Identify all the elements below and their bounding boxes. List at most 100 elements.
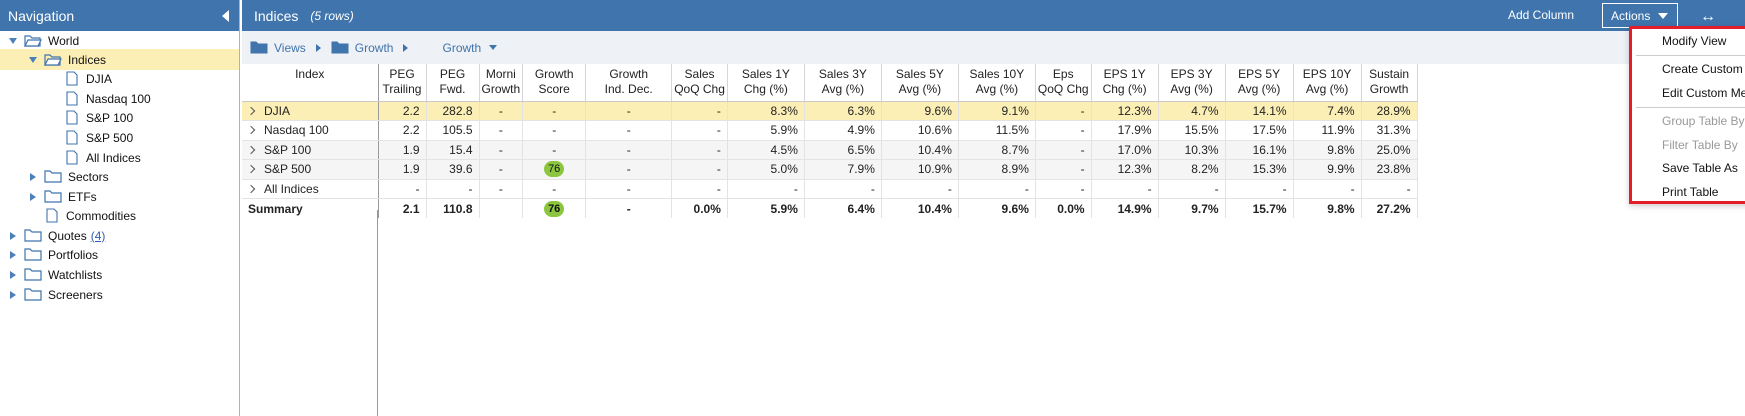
expand-toggle-icon[interactable] [8,231,18,241]
expand-toggle-icon[interactable] [28,55,38,65]
column-header[interactable]: Sales 10Y Avg (%) [958,64,1036,102]
tree-label: Sectors [68,169,109,184]
table-cell: - [378,179,427,199]
tree-item-etfs[interactable]: ETFs [28,186,97,207]
table-cell: 9.9% [1293,159,1362,180]
column-header[interactable]: Sustain Growth [1361,64,1418,102]
table-cell [479,198,524,218]
expand-toggle-icon[interactable] [8,250,18,260]
actions-button[interactable]: Actions [1602,3,1678,28]
add-column-button[interactable]: Add Column [1508,8,1575,22]
column-header-line: EPS 10Y [1302,67,1352,82]
tree-label: Nasdaq 100 [86,91,151,106]
table-cell: 17.5% [1225,120,1294,141]
column-header[interactable]: PEG Fwd. [426,64,480,102]
tree-item-sp-500[interactable]: S&P 500 [62,127,133,148]
expand-row-icon[interactable] [246,126,256,135]
chevron-right-icon [403,43,409,52]
column-header[interactable]: PEG Trailing [378,64,427,102]
expand-toggle-icon[interactable] [28,192,38,202]
column-header-line: Growth [534,67,574,82]
table-cell: 1.9 [378,159,427,180]
column-header-line: Sustain [1369,67,1410,82]
table-cell: 6.5% [804,140,882,160]
menu-item-label: Modify View [1662,33,1727,48]
breadcrumb-views[interactable]: Views [274,40,306,55]
collapse-left-icon[interactable] [222,10,229,22]
tree-item-commodities[interactable]: Commodities [42,205,136,226]
index-name: Summary [248,201,303,216]
expand-row-icon[interactable] [246,106,256,115]
column-header[interactable]: EPS 1Y Chg (%) [1091,64,1159,102]
expand-toggle-icon[interactable] [8,36,18,46]
table-row[interactable]: All Indices - - - - - - - - - - - - - - - - [242,179,1418,199]
expand-row-icon[interactable] [246,165,256,174]
quotes-count-link[interactable]: (4) [90,228,106,243]
table-row[interactable]: Nasdaq 100 2.2 105.5- - - -5.9% 4.9% 10.6% 11.5%… [242,120,1418,141]
column-header-line: Ind. Dec. [604,82,653,97]
tree-item-portfolios[interactable]: Portfolios [8,244,98,265]
menu-item-save-table-as[interactable]: Save Table As [1632,157,1745,181]
column-header[interactable]: Index [242,64,379,102]
breadcrumb-growth-view[interactable]: Growth [442,40,482,55]
breadcrumb-growth-folder[interactable]: Growth [354,40,394,55]
column-header[interactable]: Sales 5Y Avg (%) [881,64,959,102]
document-icon [66,90,80,107]
table-cell: - [426,179,480,199]
tree-item-indices[interactable]: Indices [0,49,239,70]
table-cell: - [585,159,673,180]
table-cell: 23.8% [1361,159,1418,180]
table-cell: 17.0% [1091,140,1159,160]
column-header[interactable]: Sales 3Y Avg (%) [804,64,882,102]
actions-label: Actions [1611,8,1651,23]
tree-item-all-indices[interactable]: All Indices [62,147,141,168]
tree-label: World [48,33,80,48]
column-header[interactable]: Growth Score [522,64,587,102]
tree-item-sectors[interactable]: Sectors [28,166,109,187]
menu-item-print-table[interactable]: Print Table [1632,180,1745,204]
table-row[interactable]: S&P 500 1.9 39.6-76- -5.0% 7.9% 10.9% 8.9% -12.… [242,159,1418,180]
data-table-container: Index PEG Trailing PEG Fwd. Morni Growth Growth… [242,64,1745,416]
table-cell: 27.2% [1361,198,1418,218]
table-cell: - [804,179,882,199]
tree-item-sp-100[interactable]: S&P 100 [62,107,133,128]
tree-item-djia[interactable]: DJIA [62,68,112,89]
expand-toggle-icon[interactable] [8,270,18,280]
tree-item-quotes[interactable]: Quotes (4) [8,225,105,246]
menu-item-edit-custom-metric[interactable]: Edit Custom Metric [1632,81,1745,105]
tree-label: Commodities [66,208,137,223]
tree-item-screeners[interactable]: Screeners [8,284,103,305]
column-header-line: Sales [684,67,715,82]
column-header[interactable]: Eps QoQ Chg [1035,64,1092,102]
table-cell: 10.4% [881,198,959,218]
expand-toggle-icon[interactable] [8,290,18,300]
column-header[interactable]: EPS 5Y Avg (%) [1225,64,1294,102]
expand-row-icon[interactable] [246,184,256,193]
column-header[interactable]: Morni Growth [479,64,524,102]
table-cell: - [479,179,524,199]
folder-open-icon [44,53,62,66]
table-row[interactable]: DJIA 2.2 282.8- - - -8.3% 6.3% 9.6% 9.1% -12.3% 4.… [242,101,1418,121]
tree-item-nasdaq-100[interactable]: Nasdaq 100 [62,88,151,109]
folder-icon [250,41,268,54]
tree-item-world[interactable]: World [8,30,79,51]
expand-toggle-icon[interactable] [28,172,38,182]
chevron-down-icon[interactable] [489,45,498,50]
horizontal-arrows-icon[interactable]: ↔ [1700,8,1716,25]
column-header[interactable]: Growth Ind. Dec. [585,64,673,102]
menu-item-create-custom-metric[interactable]: Create Custom Metric [1632,58,1745,82]
column-header[interactable]: EPS 10Y Avg (%) [1293,64,1362,102]
expand-row-icon[interactable] [246,145,256,154]
table-cell: 9.6% [958,198,1036,218]
column-header[interactable]: Sales QoQ Chg [671,64,728,102]
column-header[interactable]: Sales 1Y Chg (%) [727,64,805,102]
table-cell: 7.9% [804,159,882,180]
column-header[interactable]: EPS 3Y Avg (%) [1158,64,1226,102]
table-cell: - [1293,179,1362,199]
menu-item-modify-view[interactable]: Modify View [1632,29,1745,53]
table-cell: 16.1% [1225,140,1294,160]
table-cell: - [479,101,524,121]
tree-item-watchlists[interactable]: Watchlists [8,264,102,285]
table-row[interactable]: S&P 100 1.9 15.4- - - -4.5% 6.5% 10.4% 8.7% -17.0… [242,140,1418,160]
table-cell: - [671,179,728,199]
